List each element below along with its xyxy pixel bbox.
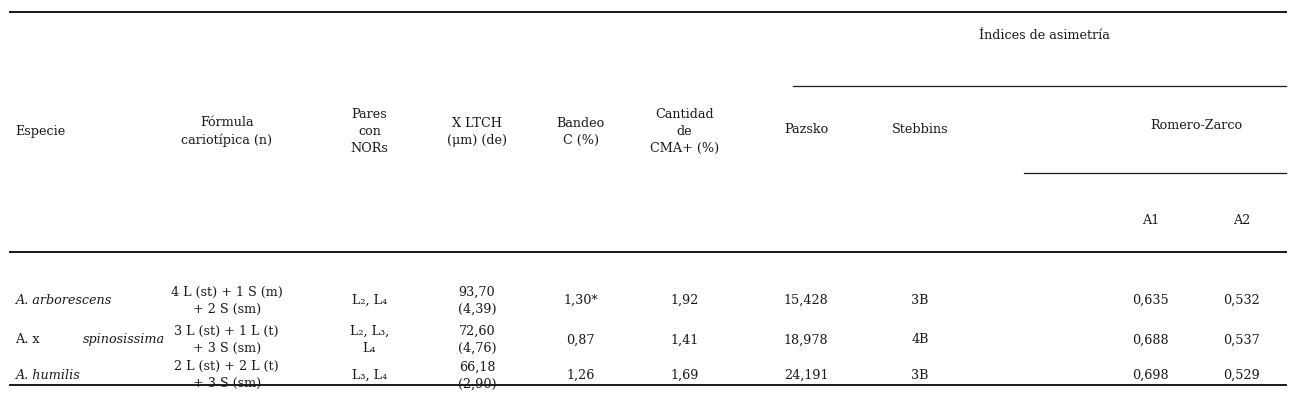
Text: A1: A1 — [1142, 213, 1160, 227]
Text: 0,635: 0,635 — [1133, 294, 1169, 307]
Text: A2: A2 — [1232, 213, 1251, 227]
Text: 0,698: 0,698 — [1133, 369, 1169, 382]
Text: L₃, L₄: L₃, L₄ — [351, 369, 388, 382]
Text: 1,26: 1,26 — [566, 369, 595, 382]
Text: 2 L (st) + 2 L (t)
+ 3 S (sm): 2 L (st) + 2 L (t) + 3 S (sm) — [175, 360, 279, 390]
Text: 0,529: 0,529 — [1223, 369, 1260, 382]
Text: X LTCH
(μm) (de): X LTCH (μm) (de) — [447, 117, 507, 147]
Text: 4 L (st) + 1 S (m)
+ 2 S (sm): 4 L (st) + 1 S (m) + 2 S (sm) — [171, 286, 283, 316]
Text: 66,18
(2,90): 66,18 (2,90) — [457, 360, 496, 390]
Text: Bandeo
C (%): Bandeo C (%) — [556, 117, 605, 147]
Text: L₂, L₃,
L₄: L₂, L₃, L₄ — [350, 325, 389, 355]
Text: 3B: 3B — [911, 294, 929, 307]
Text: 0,87: 0,87 — [566, 333, 595, 347]
Text: 0,688: 0,688 — [1133, 333, 1169, 347]
Text: 3 L (st) + 1 L (t)
+ 3 S (sm): 3 L (st) + 1 L (t) + 3 S (sm) — [175, 325, 279, 355]
Text: Romero-Zarco: Romero-Zarco — [1150, 119, 1243, 132]
Text: 72,60
(4,76): 72,60 (4,76) — [457, 325, 496, 355]
Text: A. humilis: A. humilis — [16, 369, 80, 382]
Text: 1,41: 1,41 — [670, 333, 699, 347]
Text: 0,537: 0,537 — [1223, 333, 1260, 347]
Text: Cantidad
de
CMA+ (%): Cantidad de CMA+ (%) — [649, 108, 719, 155]
Text: A. arborescens: A. arborescens — [16, 294, 111, 307]
Text: Pazsko: Pazsko — [784, 123, 828, 136]
Text: A. x: A. x — [16, 333, 44, 347]
Text: Stebbins: Stebbins — [892, 123, 949, 136]
Text: 1,69: 1,69 — [670, 369, 699, 382]
Text: 3B: 3B — [911, 369, 929, 382]
Text: spinosissima: spinosissima — [83, 333, 165, 347]
Text: Especie: Especie — [16, 125, 66, 138]
Text: 18,978: 18,978 — [784, 333, 828, 347]
Text: 0,532: 0,532 — [1223, 294, 1260, 307]
Text: 1,92: 1,92 — [670, 294, 699, 307]
Text: L₂, L₄: L₂, L₄ — [351, 294, 388, 307]
Text: 4B: 4B — [911, 333, 929, 347]
Text: Fórmula
cariotípica (n): Fórmula cariotípica (n) — [181, 116, 272, 147]
Text: Índices de asimetría: Índices de asimetría — [980, 29, 1109, 42]
Text: 93,70
(4,39): 93,70 (4,39) — [457, 286, 496, 316]
Text: 1,30*: 1,30* — [564, 294, 597, 307]
Text: 24,191: 24,191 — [784, 369, 828, 382]
Text: 15,428: 15,428 — [784, 294, 828, 307]
Text: Pares
con
NORs: Pares con NORs — [350, 108, 389, 155]
